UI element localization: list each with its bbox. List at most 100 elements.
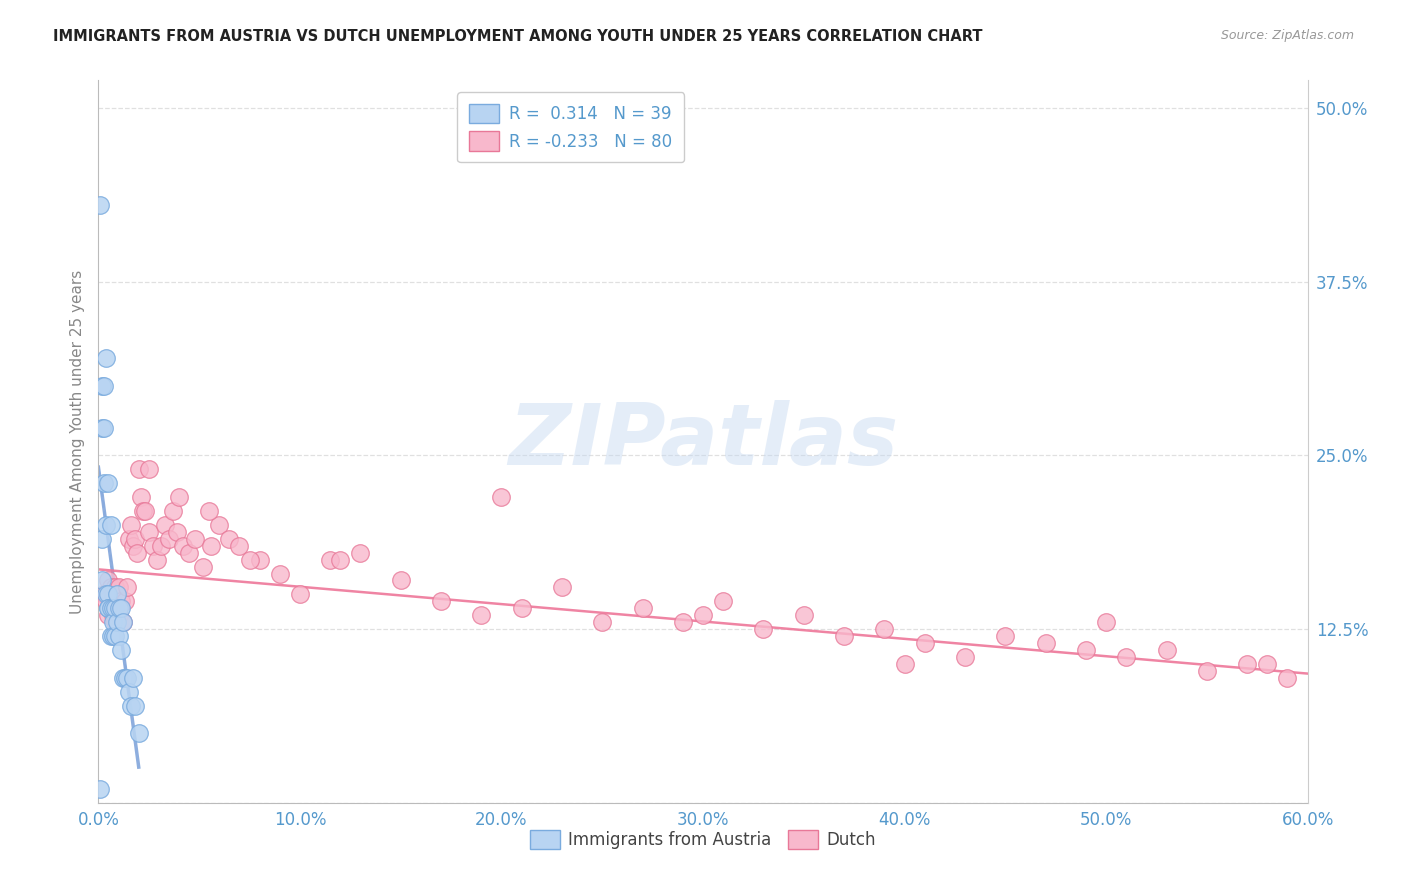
Point [101,608,124,623]
Point [551,581,574,595]
Point [172,539,194,553]
Point [124,698,146,713]
Point [319,552,342,566]
Point [138,524,160,539]
Point [1074,643,1097,657]
Point [153,517,176,532]
Point [91,532,114,546]
Point [121,671,143,685]
Point [93,379,115,393]
Point [114,671,136,685]
Point [105,601,128,615]
Point [184,532,207,546]
Text: IMMIGRANTS FROM AUSTRIA VS DUTCH UNEMPLOYMENT AMONG YOUTH UNDER 25 YEARS CORRELA: IMMIGRANTS FROM AUSTRIA VS DUTCH UNEMPLO… [53,29,983,44]
Point [97,601,120,615]
Point [100,601,122,615]
Point [129,490,152,504]
Point [793,608,815,623]
Point [692,608,714,623]
Point [1256,657,1278,671]
Point [149,539,172,553]
Point [752,622,775,636]
Point [591,615,613,630]
Point [914,636,936,650]
Point [107,581,129,595]
Point [101,601,124,615]
Point [953,649,976,664]
Point [1095,615,1118,630]
Point [101,615,124,630]
Point [430,594,453,608]
Point [100,601,122,615]
Text: Source: ZipAtlas.com: Source: ZipAtlas.com [1220,29,1354,42]
Point [349,546,371,560]
Point [105,587,128,601]
Point [288,587,311,601]
Point [142,539,165,553]
Point [179,546,201,560]
Point [239,552,262,566]
Point [97,476,120,491]
Point [146,552,169,566]
Point [218,532,240,546]
Point [121,539,143,553]
Point [711,594,734,608]
Point [111,615,134,630]
Point [96,594,118,608]
Point [1156,643,1178,657]
Point [101,629,124,643]
Point [91,379,114,393]
Point [107,608,129,623]
Point [114,594,136,608]
Point [134,504,156,518]
Point [89,198,111,212]
Point [329,552,352,566]
Point [103,581,125,595]
Point [873,622,896,636]
Point [167,490,190,504]
Point [200,539,222,553]
Point [110,601,132,615]
Point [672,615,695,630]
Point [120,517,142,532]
Point [138,462,160,476]
Point [118,532,141,546]
Point [193,559,215,574]
Point [470,608,492,623]
Point [1035,636,1057,650]
Point [91,574,114,588]
Point [105,615,128,630]
Point [1115,649,1137,664]
Point [103,601,125,615]
Point [128,462,150,476]
Point [111,671,134,685]
Point [96,351,118,366]
Point [103,629,125,643]
Point [1236,657,1258,671]
Point [510,601,533,615]
Point [1195,664,1218,678]
Point [101,587,124,601]
Point [208,517,231,532]
Point [166,524,188,539]
Point [97,587,120,601]
Point [893,657,915,671]
Point [120,698,142,713]
Point [96,517,118,532]
Point [110,643,132,657]
Point [115,581,138,595]
Point [198,504,221,518]
Point [228,539,250,553]
Point [128,726,150,740]
Point [110,594,132,608]
Point [97,608,120,623]
Point [93,476,115,491]
Point [111,615,134,630]
Point [162,504,184,518]
Text: ZIPatlas: ZIPatlas [508,400,898,483]
Y-axis label: Unemployment Among Youth under 25 years: Unemployment Among Youth under 25 years [69,269,84,614]
Point [100,629,122,643]
Point [107,629,129,643]
Point [491,490,513,504]
Point [93,587,115,601]
